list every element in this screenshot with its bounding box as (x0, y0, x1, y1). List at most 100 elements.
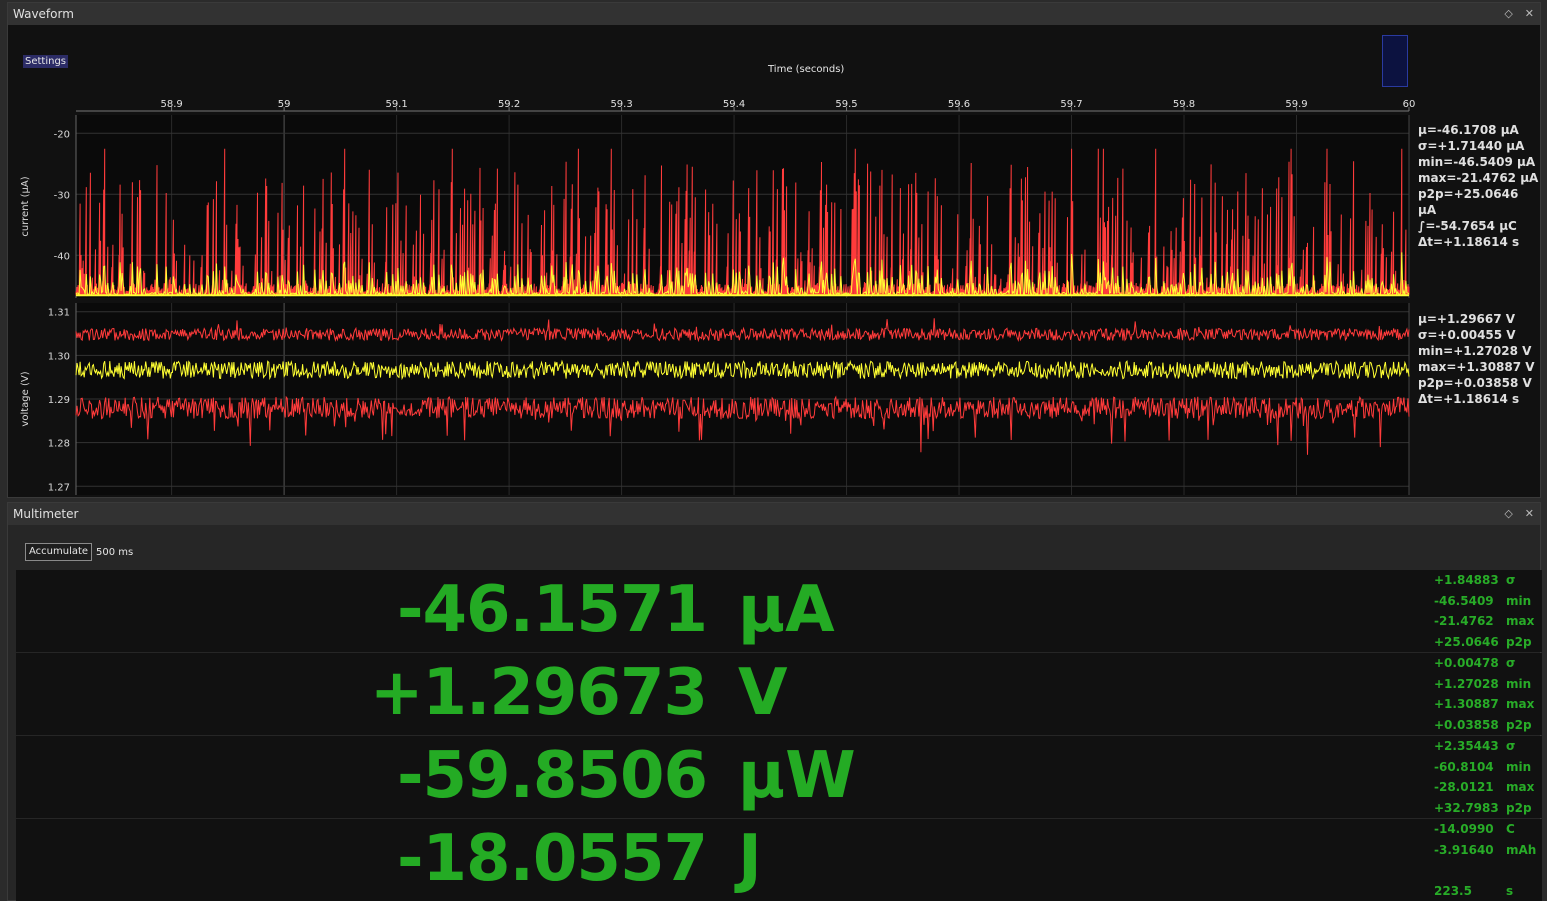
stat-line: max=-21.4762 µA (1418, 171, 1539, 185)
side-stat-value: -3.91640 (1434, 842, 1494, 857)
voltage-stats: µ=+1.29667 V σ=+0.00455 V min=+1.27028 V ma… (1418, 311, 1535, 407)
meter-value: -18.0557 (396, 822, 708, 896)
side-stat: +2.35443 σ (1416, 736, 1536, 756)
y-tick-label: -40 (54, 251, 70, 262)
stat-line: µ=-46.1708 µA (1418, 123, 1519, 137)
y-tick-label: 1.29 (48, 395, 70, 406)
y-tick-label: -30 (54, 190, 70, 201)
x-tick-label: 59.9 (1285, 99, 1307, 110)
voltage-plot[interactable]: 1.31 1.30 1.29 1.28 1.27 voltage (V) (20, 303, 1410, 495)
side-stat-label: σ (1506, 573, 1516, 587)
multimeter-title-bar: Multimeter ◇ ✕ (8, 503, 1540, 525)
stat-line: min=+1.27028 V (1418, 344, 1532, 358)
side-stat-value: +1.84883 (1434, 573, 1499, 587)
waveform-title-bar: Waveform ◇ ✕ (8, 3, 1540, 25)
multimeter-title: Multimeter (13, 507, 79, 521)
y-axis-label: voltage (V) (20, 371, 31, 426)
side-stat-label: min (1506, 759, 1532, 774)
side-stat: -46.5409 min (1416, 591, 1536, 611)
x-tick-label: 58.9 (160, 99, 182, 110)
y-tick-label: 1.27 (48, 482, 70, 493)
side-stat-value: +0.00478 (1434, 656, 1499, 670)
x-tick-label: 59.6 (948, 99, 970, 110)
side-stat: -28.0121 max (1416, 777, 1536, 797)
y-tick-label: 1.28 (48, 439, 70, 450)
x-tick-label: 59.3 (610, 99, 632, 110)
x-tick-label: 59.8 (1173, 99, 1195, 110)
y-axis-label: current (µA) (20, 176, 31, 236)
x-tick-label: 60 (1403, 99, 1416, 110)
stat-line: min=-46.5409 µA (1418, 155, 1536, 169)
y-tick-label: 1.31 (48, 308, 70, 319)
meter-value: -46.1571 (396, 573, 708, 647)
side-stat-value: -28.0121 (1434, 780, 1494, 794)
x-tick-label: 59.4 (723, 99, 745, 110)
side-stat: +0.03858 p2p (1416, 715, 1536, 735)
side-stat: 223.5 s (1416, 881, 1536, 901)
float-icon[interactable]: ◇ (1504, 7, 1513, 20)
side-stat-label: σ (1506, 739, 1516, 753)
stat-line: ∫=-54.7654 µC (1418, 219, 1517, 233)
stat-line: Δt=+1.18614 s (1418, 235, 1520, 249)
plot-area (76, 115, 1409, 298)
x-axis: 58.9 59 59.1 59.2 59.3 59.4 59.5 59.6 59.7 59.8 59… (76, 99, 1416, 112)
side-stat-label: p2p (1506, 800, 1532, 815)
side-stat-label: max (1506, 697, 1535, 711)
side-stat: +0.00478 σ (1416, 653, 1536, 673)
x-tick-label: 59.7 (1060, 99, 1082, 110)
y-tick-label: 1.30 (48, 351, 70, 362)
side-stat-value: +1.30887 (1434, 697, 1499, 711)
side-stat-value: +1.27028 (1434, 676, 1499, 691)
side-stat-value: +25.0646 (1434, 634, 1499, 649)
current-plot[interactable]: -20 -30 -40 current (µA) (20, 115, 1410, 298)
side-stat: +1.30887 max (1416, 694, 1536, 714)
side-stat-value: 223.5 (1434, 883, 1472, 898)
side-stat-label: C (1506, 822, 1515, 836)
side-stat: +1.84883 σ (1416, 570, 1536, 590)
stat-line: max=+1.30887 V (1418, 360, 1535, 374)
accumulate-button[interactable]: Accumulate (25, 543, 93, 561)
side-stat-value: +0.03858 (1434, 717, 1499, 732)
current-minmax-trace (75, 148, 1410, 298)
current-stats: µ=-46.1708 µA σ=+1.71440 µA min=-46.5409 µ… (1418, 122, 1540, 250)
float-icon[interactable]: ◇ (1504, 507, 1513, 520)
stat-line: µ=+1.29667 V (1418, 312, 1516, 326)
side-stat: -3.91640 mAh (1416, 840, 1536, 860)
side-stat-label: p2p (1506, 634, 1532, 649)
side-stat: -14.0990 C (1416, 819, 1536, 839)
stat-line: Δt=+1.18614 s (1418, 392, 1520, 406)
voltage-max-trace (75, 318, 1410, 343)
waveform-panel: Waveform ◇ ✕ Settings Time (seconds) 58.… (7, 2, 1541, 498)
meter-row: -18.0557 J -14.0990 C -3.91640 mAh 223.5 s (16, 819, 1542, 901)
range-marker[interactable] (1382, 35, 1408, 87)
side-stat-value: -46.5409 (1434, 593, 1494, 608)
side-stat-label: p2p (1506, 717, 1532, 732)
meter-unit: µW (738, 739, 856, 813)
side-stat-value: -21.4762 (1434, 614, 1494, 628)
x-tick-label: 59.1 (385, 99, 407, 110)
stat-line: p2p=+25.0646 µA (1418, 187, 1519, 217)
waveform-title: Waveform (13, 7, 74, 21)
x-tick-label: 59.2 (498, 99, 520, 110)
x-axis-title: Time (seconds) (768, 64, 845, 75)
stat-line: p2p=+0.03858 V (1418, 376, 1532, 390)
side-stat: -21.4762 max (1416, 611, 1536, 631)
meter-unit: µA (738, 573, 835, 647)
stat-line: σ=+0.00455 V (1418, 328, 1516, 342)
side-stat: +1.27028 min (1416, 674, 1536, 694)
meter-value: +1.29673 (369, 656, 708, 730)
side-stat-label: max (1506, 780, 1535, 794)
waveform-plots[interactable]: 58.9 59 59.1 59.2 59.3 59.4 59.5 59.6 59.7 59.8 59… (8, 3, 1542, 497)
side-stat-label: s (1506, 883, 1514, 898)
x-tick-label: 59.5 (835, 99, 857, 110)
meter-unit: J (738, 822, 762, 896)
close-icon[interactable]: ✕ (1524, 507, 1534, 520)
settings-button[interactable]: Settings (23, 55, 69, 68)
stat-line: σ=+1.71440 µA (1418, 139, 1525, 153)
meter-row: -59.8506 µW +2.35443 σ -60.8104 min -28.0121 ma… (16, 736, 1542, 818)
side-stat-value: -14.0990 (1434, 822, 1494, 836)
close-icon[interactable]: ✕ (1524, 7, 1534, 20)
interval-label: 500 ms (96, 547, 134, 558)
meter-unit: V (738, 656, 788, 730)
side-stat: +25.0646 p2p (1416, 632, 1536, 652)
